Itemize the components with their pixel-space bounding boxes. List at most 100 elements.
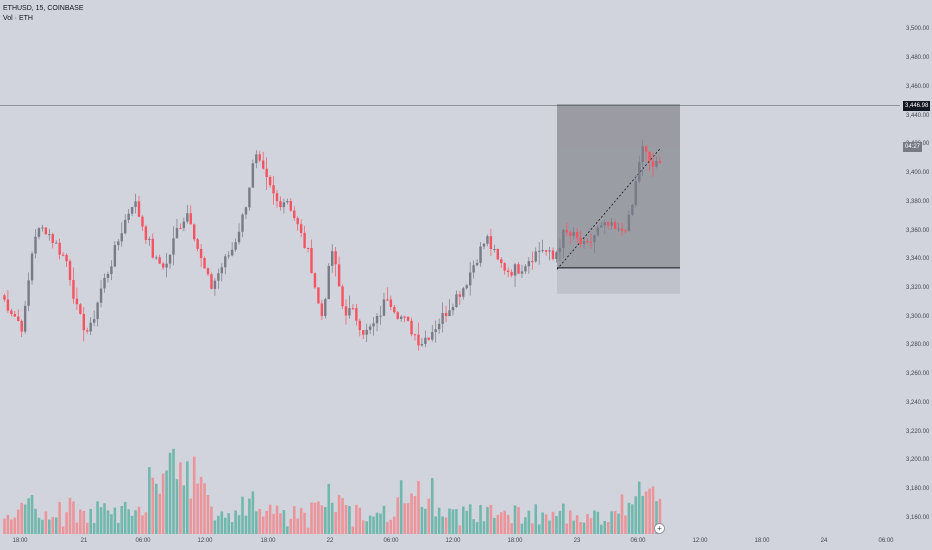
candle-body bbox=[562, 229, 565, 249]
candlestick-series bbox=[3, 139, 662, 351]
volume-bar bbox=[165, 470, 168, 534]
volume-bar bbox=[27, 498, 30, 534]
candle-body bbox=[558, 248, 562, 253]
volume-bar bbox=[213, 520, 217, 534]
symbol-title[interactable]: ETHUSD, 15, COINBASE bbox=[3, 5, 84, 12]
time-tick-label: 21 bbox=[80, 538, 88, 544]
volume-bar bbox=[389, 519, 393, 534]
price-tick-label: 3,360.00 bbox=[906, 227, 930, 234]
volume-bar bbox=[20, 502, 23, 534]
volume-bar bbox=[317, 501, 320, 534]
volume-bar bbox=[596, 511, 600, 534]
price-tick-label: 3,280.00 bbox=[906, 342, 930, 349]
price-chart[interactable] bbox=[0, 0, 900, 534]
candle-body bbox=[199, 248, 203, 259]
candle-body bbox=[89, 322, 92, 332]
volume-bar bbox=[144, 512, 148, 534]
candle-body bbox=[403, 316, 406, 318]
volume-bar bbox=[106, 510, 110, 534]
volume-bar bbox=[624, 515, 627, 534]
volume-bar bbox=[465, 510, 469, 534]
candle-body bbox=[406, 316, 410, 321]
volume-bar bbox=[365, 521, 368, 534]
volume-bar bbox=[82, 510, 86, 534]
volume-bar bbox=[141, 515, 144, 534]
candle-body bbox=[106, 273, 110, 278]
candle-body bbox=[375, 316, 379, 324]
volume-bar bbox=[455, 509, 458, 534]
volume-bar bbox=[117, 522, 120, 534]
candle-body bbox=[503, 263, 506, 271]
volume-bar bbox=[79, 509, 82, 534]
volume-bar bbox=[399, 480, 403, 534]
time-axis[interactable]: 18:00 21 06:00 12:00 18:00 22 06:00 12:00 18:00 2… bbox=[0, 534, 900, 550]
volume-bar bbox=[334, 512, 337, 534]
price-tick-label: 3,320.00 bbox=[906, 285, 930, 292]
candle-body bbox=[113, 245, 117, 267]
time-tick-label: 18:00 bbox=[507, 538, 523, 544]
volume-bar bbox=[496, 514, 500, 534]
volume-bar bbox=[68, 497, 72, 534]
candle-body bbox=[589, 241, 593, 243]
volume-bar bbox=[137, 506, 141, 534]
candle-body bbox=[255, 154, 258, 164]
volume-bar bbox=[634, 496, 638, 534]
candle-body bbox=[631, 204, 634, 215]
candle-body bbox=[444, 312, 448, 317]
time-tick-label: 23 bbox=[573, 538, 581, 544]
volume-bar bbox=[230, 522, 234, 534]
volume-bar bbox=[631, 504, 634, 534]
price-tick-label: 3,300.00 bbox=[906, 313, 930, 320]
candle-body bbox=[413, 334, 417, 336]
volume-series bbox=[3, 448, 662, 534]
candle-body bbox=[331, 251, 334, 266]
candle-body bbox=[317, 287, 320, 304]
time-tick-label: 06:00 bbox=[878, 538, 894, 544]
volume-bar bbox=[265, 510, 268, 534]
candle-body bbox=[151, 238, 154, 258]
volume-bar bbox=[472, 519, 475, 534]
candle-body bbox=[427, 337, 430, 340]
candle-body bbox=[51, 234, 54, 243]
candle-body bbox=[634, 181, 637, 205]
volume-bar bbox=[600, 524, 603, 534]
volume-bar bbox=[217, 515, 220, 534]
volume-bar bbox=[261, 516, 265, 534]
volume-bar bbox=[413, 496, 417, 534]
volume-bar bbox=[234, 510, 237, 534]
volume-indicator-label[interactable]: Vol · ETH bbox=[3, 15, 33, 22]
volume-bar bbox=[223, 517, 227, 534]
time-tick-label: 12:00 bbox=[197, 538, 213, 544]
volume-bar bbox=[258, 508, 262, 534]
candle-body bbox=[334, 251, 337, 265]
volume-bar bbox=[123, 501, 127, 534]
candle-body bbox=[603, 222, 606, 226]
volume-bar bbox=[227, 513, 230, 534]
price-axis[interactable]: 3,500.003,480.003,460.003,440.003,420.00… bbox=[900, 0, 932, 534]
add-plus-button[interactable]: + bbox=[654, 523, 665, 534]
volume-bar bbox=[148, 466, 151, 534]
candle-body bbox=[17, 316, 20, 321]
volume-bar bbox=[568, 510, 572, 534]
candle-body bbox=[489, 236, 493, 250]
candle-body bbox=[158, 257, 161, 264]
volume-bar bbox=[437, 507, 441, 534]
volume-bar bbox=[330, 502, 334, 534]
volume-bar bbox=[368, 515, 372, 534]
candle-body bbox=[572, 231, 575, 236]
candle-body bbox=[293, 210, 296, 219]
candle-body bbox=[586, 241, 589, 243]
volume-bar bbox=[579, 522, 582, 534]
candle-body bbox=[182, 221, 186, 229]
volume-bar bbox=[420, 506, 424, 534]
candle-body bbox=[600, 225, 603, 228]
candle-body bbox=[161, 263, 165, 268]
candle-body bbox=[593, 235, 596, 243]
volume-bar bbox=[531, 523, 534, 534]
volume-bar bbox=[510, 523, 513, 534]
candle-body bbox=[241, 214, 244, 232]
candle-body bbox=[372, 323, 375, 327]
candle-body bbox=[27, 280, 30, 306]
candle-body bbox=[341, 286, 344, 307]
volume-bar bbox=[134, 510, 137, 534]
